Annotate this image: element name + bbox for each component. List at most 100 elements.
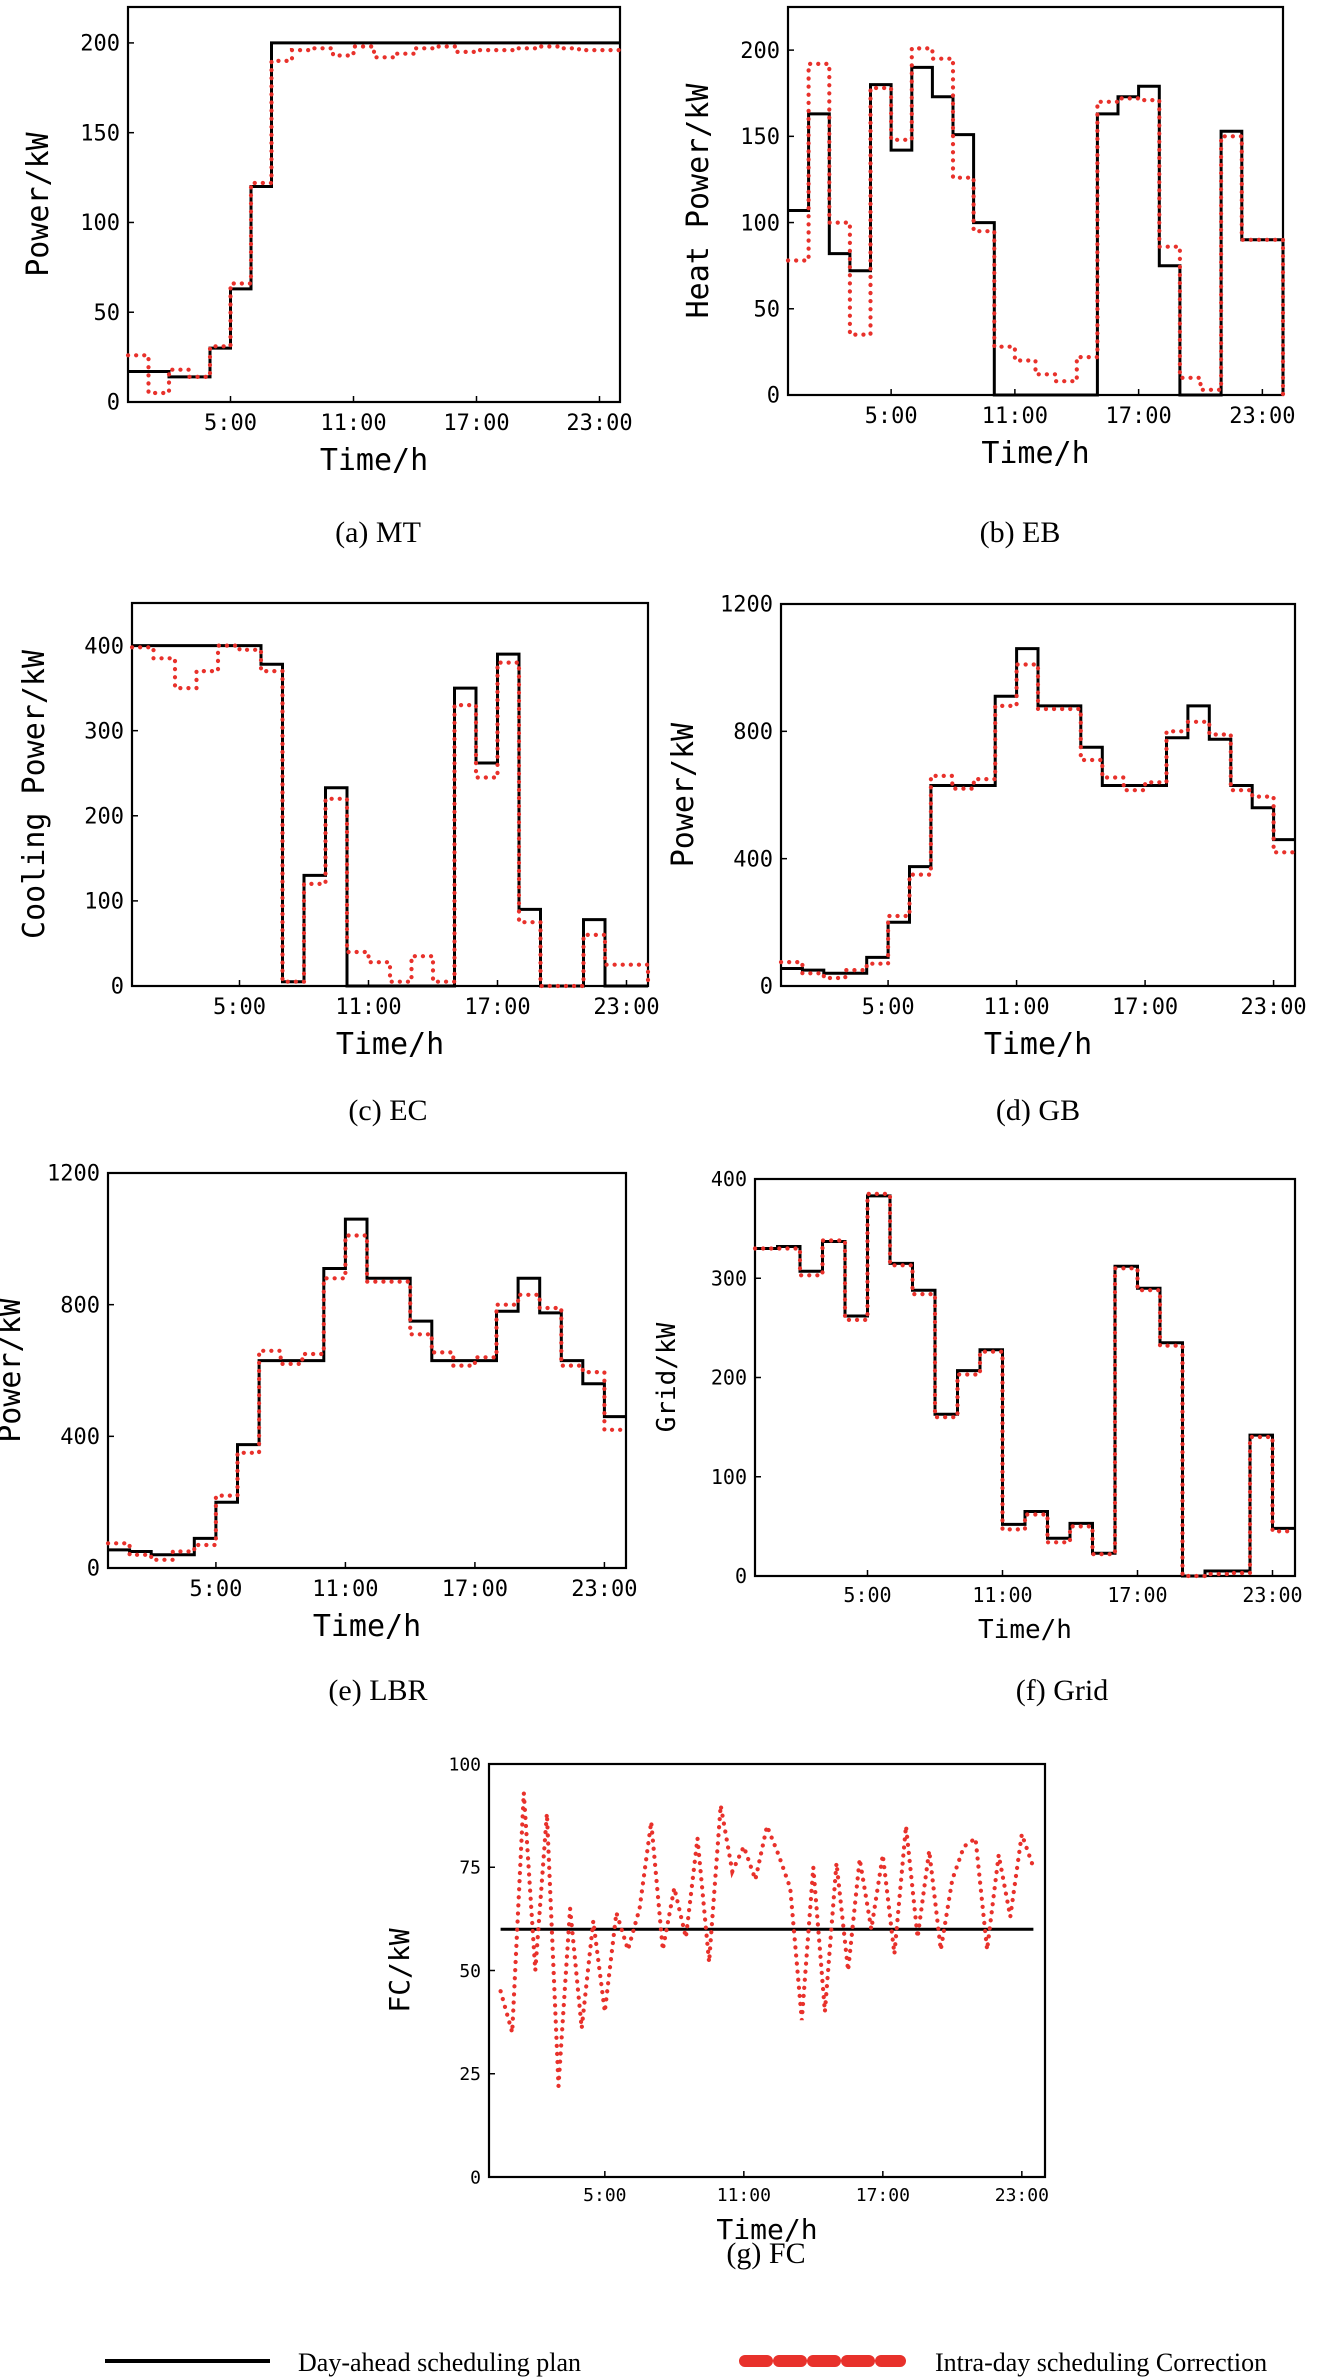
y-tick-label-e-1: 400 bbox=[60, 1425, 100, 1450]
correction-series-g bbox=[498, 1792, 1036, 2087]
x-tick-label-c-0: 5:00 bbox=[213, 995, 266, 1020]
y-tick-label-a-1: 50 bbox=[94, 301, 121, 326]
plot-frame-c bbox=[130, 601, 650, 988]
legend-plan-label: Day-ahead scheduling plan bbox=[298, 2348, 581, 2377]
x-tick-label-f-2: 17:00 bbox=[1107, 1583, 1167, 1607]
plan-series-b bbox=[788, 65, 1285, 397]
y-axis-label-d: Power/kW bbox=[666, 722, 701, 867]
y-axis-label-e: Power/kW bbox=[0, 1297, 28, 1442]
x-tick-label-d-1: 11:00 bbox=[983, 995, 1049, 1020]
caption-f: (f) Grid bbox=[1016, 1674, 1108, 1707]
x-axis-label-d: Time/h bbox=[984, 1027, 1092, 1062]
y-axis-label-b: Heat Power/kW bbox=[681, 83, 716, 319]
correction-series-c bbox=[129, 643, 651, 989]
y-tick-label-g-0: 0 bbox=[470, 2167, 481, 2188]
y-tick-label-c-4: 400 bbox=[84, 634, 124, 659]
y-axis-label-g: FC/kW bbox=[383, 1928, 416, 2012]
chart-f: 5:00 11:00 17:00 23:00 0 100 200 300 400 Time/h Gr… bbox=[652, 1167, 1303, 1645]
y-axis-label-c: Cooling Power/kW bbox=[17, 649, 52, 939]
x-tick-label-a-1: 11:00 bbox=[320, 411, 386, 436]
plan-series-a bbox=[128, 41, 620, 379]
x-tick-label-b-3: 23:00 bbox=[1229, 404, 1295, 429]
y-tick-label-a-3: 150 bbox=[80, 121, 120, 146]
x-tick-label-d-3: 23:00 bbox=[1240, 995, 1306, 1020]
x-tick-label-f-1: 11:00 bbox=[972, 1583, 1032, 1607]
y-tick-label-d-3: 1200 bbox=[720, 593, 773, 618]
correction-series-e bbox=[105, 1233, 629, 1562]
x-tick-label-c-2: 17:00 bbox=[464, 995, 530, 1020]
x-axis-label-a: Time/h bbox=[320, 443, 428, 478]
caption-c: (c) EC bbox=[348, 1094, 427, 1127]
y-tick-label-e-3: 1200 bbox=[47, 1162, 100, 1187]
correction-series-a bbox=[125, 44, 623, 396]
y-axis-label-f: Grid/kW bbox=[652, 1322, 682, 1432]
x-tick-label-c-3: 23:00 bbox=[593, 995, 659, 1020]
x-tick-label-d-2: 17:00 bbox=[1112, 995, 1178, 1020]
caption-g: (g) FC bbox=[726, 2237, 805, 2270]
caption-d: (d) GB bbox=[996, 1094, 1080, 1127]
x-tick-label-e-1: 11:00 bbox=[312, 1577, 378, 1602]
y-tick-label-b-4: 200 bbox=[740, 39, 780, 64]
y-tick-label-d-2: 800 bbox=[733, 720, 773, 745]
y-tick-label-c-2: 200 bbox=[84, 804, 124, 829]
y-tick-label-f-0: 0 bbox=[735, 1564, 747, 1588]
x-tick-label-d-0: 5:00 bbox=[862, 995, 915, 1020]
x-axis-label-f: Time/h bbox=[978, 1615, 1072, 1645]
plan-series-e bbox=[108, 1217, 626, 1557]
y-tick-label-a-0: 0 bbox=[107, 391, 120, 416]
plot-frame-d bbox=[779, 602, 1297, 988]
x-tick-label-a-0: 5:00 bbox=[204, 411, 257, 436]
caption-e: (e) LBR bbox=[328, 1674, 427, 1707]
y-tick-label-g-2: 50 bbox=[459, 1961, 481, 1982]
plot-frame-a bbox=[126, 5, 622, 404]
x-tick-label-a-3: 23:00 bbox=[566, 411, 632, 436]
y-tick-label-f-2: 200 bbox=[711, 1366, 747, 1390]
plot-frame-g bbox=[487, 1762, 1047, 2179]
x-tick-label-e-3: 23:00 bbox=[571, 1577, 637, 1602]
y-tick-label-c-3: 300 bbox=[84, 719, 124, 744]
y-tick-label-f-4: 400 bbox=[711, 1167, 747, 1191]
x-tick-label-g-1: 11:00 bbox=[717, 2185, 771, 2206]
legend-correction-label: Intra-day scheduling Correction bbox=[935, 2348, 1267, 2377]
y-tick-label-c-0: 0 bbox=[111, 975, 124, 1000]
plot-frame-e bbox=[106, 1171, 628, 1570]
y-tick-label-b-1: 50 bbox=[754, 297, 781, 322]
y-tick-label-e-0: 0 bbox=[87, 1557, 100, 1582]
caption-a: (a) MT bbox=[335, 516, 421, 549]
x-tick-label-g-0: 5:00 bbox=[583, 2185, 626, 2206]
legend: Day-ahead scheduling plan Intra-day sche… bbox=[105, 2348, 1267, 2377]
y-tick-label-b-3: 150 bbox=[740, 125, 780, 150]
x-tick-label-b-1: 11:00 bbox=[982, 404, 1048, 429]
x-tick-label-b-2: 17:00 bbox=[1106, 404, 1172, 429]
x-axis-label-c: Time/h bbox=[336, 1027, 444, 1062]
x-tick-label-e-2: 17:00 bbox=[442, 1577, 508, 1602]
x-tick-label-f-0: 5:00 bbox=[843, 1583, 891, 1607]
y-tick-label-g-1: 25 bbox=[459, 2064, 481, 2085]
x-tick-label-b-0: 5:00 bbox=[865, 404, 918, 429]
x-tick-label-e-0: 5:00 bbox=[189, 1577, 242, 1602]
y-tick-label-b-0: 0 bbox=[767, 384, 780, 409]
x-tick-label-a-2: 17:00 bbox=[443, 411, 509, 436]
correction-series-f bbox=[752, 1191, 1298, 1579]
y-tick-label-g-3: 75 bbox=[459, 1858, 481, 1879]
y-tick-label-b-2: 100 bbox=[740, 211, 780, 236]
y-tick-label-g-4: 100 bbox=[448, 1754, 481, 1775]
plan-series-c bbox=[132, 644, 648, 988]
y-tick-label-d-0: 0 bbox=[760, 975, 773, 1000]
plan-series-d bbox=[781, 647, 1295, 975]
x-tick-label-g-3: 23:00 bbox=[995, 2185, 1049, 2206]
x-tick-label-c-1: 11:00 bbox=[335, 995, 401, 1020]
chart-a: 5:00 11:00 17:00 23:00 0 50 100 150 200 Time/h Pow… bbox=[21, 5, 633, 478]
y-tick-label-a-2: 100 bbox=[80, 211, 120, 236]
correction-series-d bbox=[778, 662, 1298, 981]
chart-c: 5:00 11:00 17:00 23:00 0 100 200 300 400 Time/h Co… bbox=[17, 601, 660, 1062]
x-axis-label-g: Time/h bbox=[716, 2213, 817, 2246]
y-tick-label-f-3: 300 bbox=[711, 1266, 747, 1290]
x-tick-label-g-2: 17:00 bbox=[856, 2185, 910, 2206]
chart-g: 5:00 11:00 17:00 23:00 0 25 50 75 100 Time/h FC/kW bbox=[383, 1754, 1049, 2246]
caption-b: (b) EB bbox=[980, 516, 1061, 549]
y-tick-label-a-4: 200 bbox=[80, 32, 120, 57]
charts-layer: 5:00 11:00 17:00 23:00 0 50 100 150 200 Time/h Pow… bbox=[0, 5, 1307, 2246]
chart-e: 5:00 11:00 17:00 23:00 0 400 800 1200 Time/h Powe… bbox=[0, 1162, 638, 1644]
